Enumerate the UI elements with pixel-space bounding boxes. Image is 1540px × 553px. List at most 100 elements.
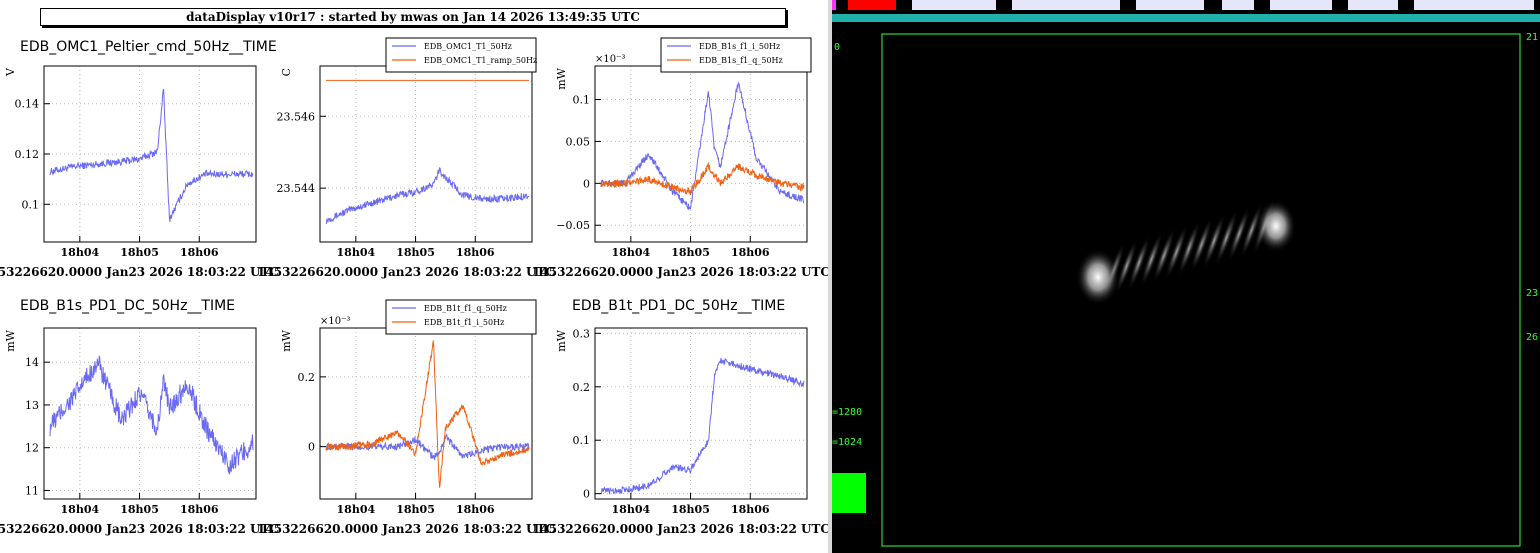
- chart-5: 0 0.2 18h04 18h05 18h06 mW ×10⁻³ 1453226620.000…: [257, 299, 555, 536]
- legend-entry: EDB_B1s_f1_q_50Hz: [699, 56, 783, 65]
- toolbar-button-2[interactable]: [912, 0, 996, 10]
- camera-panel: 0 21 23 26 =1280 =1024: [832, 0, 1540, 553]
- y-axis-label: C: [280, 68, 293, 76]
- unit-exponent: ×10⁻³: [595, 54, 625, 65]
- x-tick-label: 18h06: [456, 246, 495, 259]
- axis-label-23: 23: [1526, 288, 1539, 299]
- fringe-band: [1165, 223, 1188, 281]
- y-axis-label: V: [4, 67, 17, 77]
- fringe-band: [1190, 216, 1213, 274]
- y-tick-label: 0: [583, 488, 590, 501]
- y-tick-label: 0.2: [298, 371, 316, 384]
- series-line-1: [49, 88, 254, 222]
- chart-footer: 1453226620.0000 Jan23 2026 18:03:22 UTC: [257, 265, 555, 279]
- y-axis-label: mW: [555, 329, 568, 351]
- y-tick-label: 23.546: [277, 110, 316, 123]
- x-tick-label: 18h05: [671, 503, 710, 516]
- legend-entry: EDB_B1t_f1_q_50Hz: [424, 304, 507, 313]
- plot-frame: [319, 65, 533, 243]
- toolbar-button-1[interactable]: [848, 0, 896, 10]
- status-bar: [832, 14, 1540, 22]
- fringe-band: [1115, 238, 1138, 295]
- panel-divider[interactable]: [828, 0, 832, 553]
- status-indicator[interactable]: [832, 473, 866, 513]
- y-tick-label: 23.544: [277, 182, 316, 195]
- y-tick-label: 0.14: [15, 98, 40, 111]
- series-line-1: [600, 81, 805, 211]
- y-tick-label: 11: [25, 484, 39, 497]
- toolbar-button-3[interactable]: [1012, 0, 1120, 10]
- chart-title: EDB_B1s_PD1_DC_50Hz__TIME: [20, 298, 235, 314]
- fringe-band: [1140, 230, 1163, 288]
- toolbar-button-5[interactable]: [1222, 0, 1254, 10]
- chart-footer: 1453226620.0000 Jan23 2026 18:03:22 UTC: [532, 522, 828, 536]
- plot-frame: [43, 327, 257, 500]
- toolbar-button-4[interactable]: [1136, 0, 1204, 10]
- legend-box: [385, 299, 537, 335]
- unit-exponent: ×10⁻³: [320, 316, 350, 327]
- x-tick-label: 18h04: [337, 246, 376, 259]
- chart-footer: 1453226620.0000 Jan23 2026 18:03:22 UTC: [0, 265, 279, 279]
- y-tick-label: 0: [308, 441, 315, 454]
- height-readout: =1024: [832, 437, 863, 448]
- axis-label-26: 26: [1526, 332, 1539, 343]
- chart-footer: 1453226620.0000 Jan23 2026 18:03:22 UTC: [0, 522, 279, 536]
- chart-1: 0.1 0.12 0.14 18h04 18h05 18h06 EDB_OMC1_Pelti…: [0, 39, 279, 279]
- chart-3: −0.05 0 0.05 0.1 18h04 18h05 18h06 mW ×10⁻³ 14532…: [532, 37, 828, 279]
- fringe-band: [1215, 209, 1238, 266]
- plot-frame: [319, 327, 533, 500]
- chart-4: 11 12 13 14 18h04 18h05 18h06 EDB_B1s_PD1_DC_50…: [0, 298, 279, 536]
- x-tick-label: 18h04: [337, 503, 376, 516]
- x-tick-label: 18h04: [61, 503, 100, 516]
- y-tick-label: 0.2: [573, 381, 591, 394]
- y-tick-label: 13: [25, 399, 39, 412]
- y-axis-label: mW: [280, 329, 293, 351]
- legend: EDB_B1s_f1_i_50Hz EDB_B1s_f1_q_50Hz: [660, 37, 812, 73]
- x-tick-label: 18h06: [180, 246, 219, 259]
- chart-footer: 1453226620.0000 Jan23 2026 18:03:22 UTC: [532, 265, 828, 279]
- x-tick-label: 18h06: [731, 503, 770, 516]
- y-tick-label: 0.05: [566, 135, 591, 148]
- series-line-2: [600, 161, 805, 195]
- beam-spot-left: [1076, 249, 1120, 305]
- interference-fringes: [1102, 198, 1276, 299]
- plots-canvas: 0.1 0.12 0.14 18h04 18h05 18h06 EDB_OMC1_Pelti…: [0, 37, 828, 536]
- plot-frame: [594, 65, 808, 243]
- legend-entry: EDB_OMC1_T1_ramp_50Hz: [424, 56, 537, 65]
- x-tick-label: 18h05: [396, 503, 435, 516]
- fringe-band: [1202, 212, 1226, 270]
- camera-image: [881, 33, 1521, 547]
- x-tick-label: 18h06: [731, 246, 770, 259]
- legend: EDB_OMC1_T1_50Hz EDB_OMC1_T1_ramp_50Hz: [385, 37, 537, 73]
- window-title: dataDisplay v10r17 : started by mwas on …: [40, 8, 786, 26]
- image-frame: [881, 33, 1521, 547]
- chart-title: EDB_B1t_PD1_DC_50Hz__TIME: [572, 298, 785, 314]
- series-line-1: [325, 166, 530, 225]
- chart-title: EDB_OMC1_Peltier_cmd_50Hz__TIME: [20, 39, 277, 55]
- y-tick-label: 14: [25, 356, 39, 369]
- fringe-band: [1152, 227, 1176, 284]
- y-tick-label: 0: [583, 177, 590, 190]
- fringe-band: [1240, 202, 1263, 259]
- axis-label-0: 0: [834, 42, 841, 53]
- chart-2: 23.544 23.546 18h04 18h05 18h06 C 1453226620.0…: [257, 37, 555, 279]
- y-tick-label: 0.1: [573, 434, 591, 447]
- x-tick-label: 18h06: [456, 503, 495, 516]
- x-tick-label: 18h04: [61, 246, 100, 259]
- series-line-1: [600, 357, 805, 496]
- x-tick-label: 18h05: [120, 246, 159, 259]
- legend-entry: EDB_OMC1_T1_50Hz: [424, 42, 512, 51]
- legend-entry: EDB_B1s_f1_i_50Hz: [699, 42, 780, 51]
- toolbar-button-6[interactable]: [1270, 0, 1332, 10]
- y-axis-label: mW: [4, 329, 17, 351]
- chart-6: 0 0.1 0.2 0.3 18h04 18h05 18h06 EDB_B1t_PD1_DC_…: [532, 298, 828, 536]
- x-tick-label: 18h05: [120, 503, 159, 516]
- toolbar-button-7[interactable]: [1348, 0, 1398, 10]
- toolbar-button-8[interactable]: [1414, 0, 1534, 10]
- plots-panel: dataDisplay v10r17 : started by mwas on …: [0, 8, 828, 536]
- beam-spot-right: [1256, 200, 1296, 252]
- series-line-2: [325, 340, 530, 488]
- legend-box: [660, 37, 812, 73]
- y-tick-label: 0.3: [573, 327, 591, 340]
- series-line-1: [49, 355, 254, 475]
